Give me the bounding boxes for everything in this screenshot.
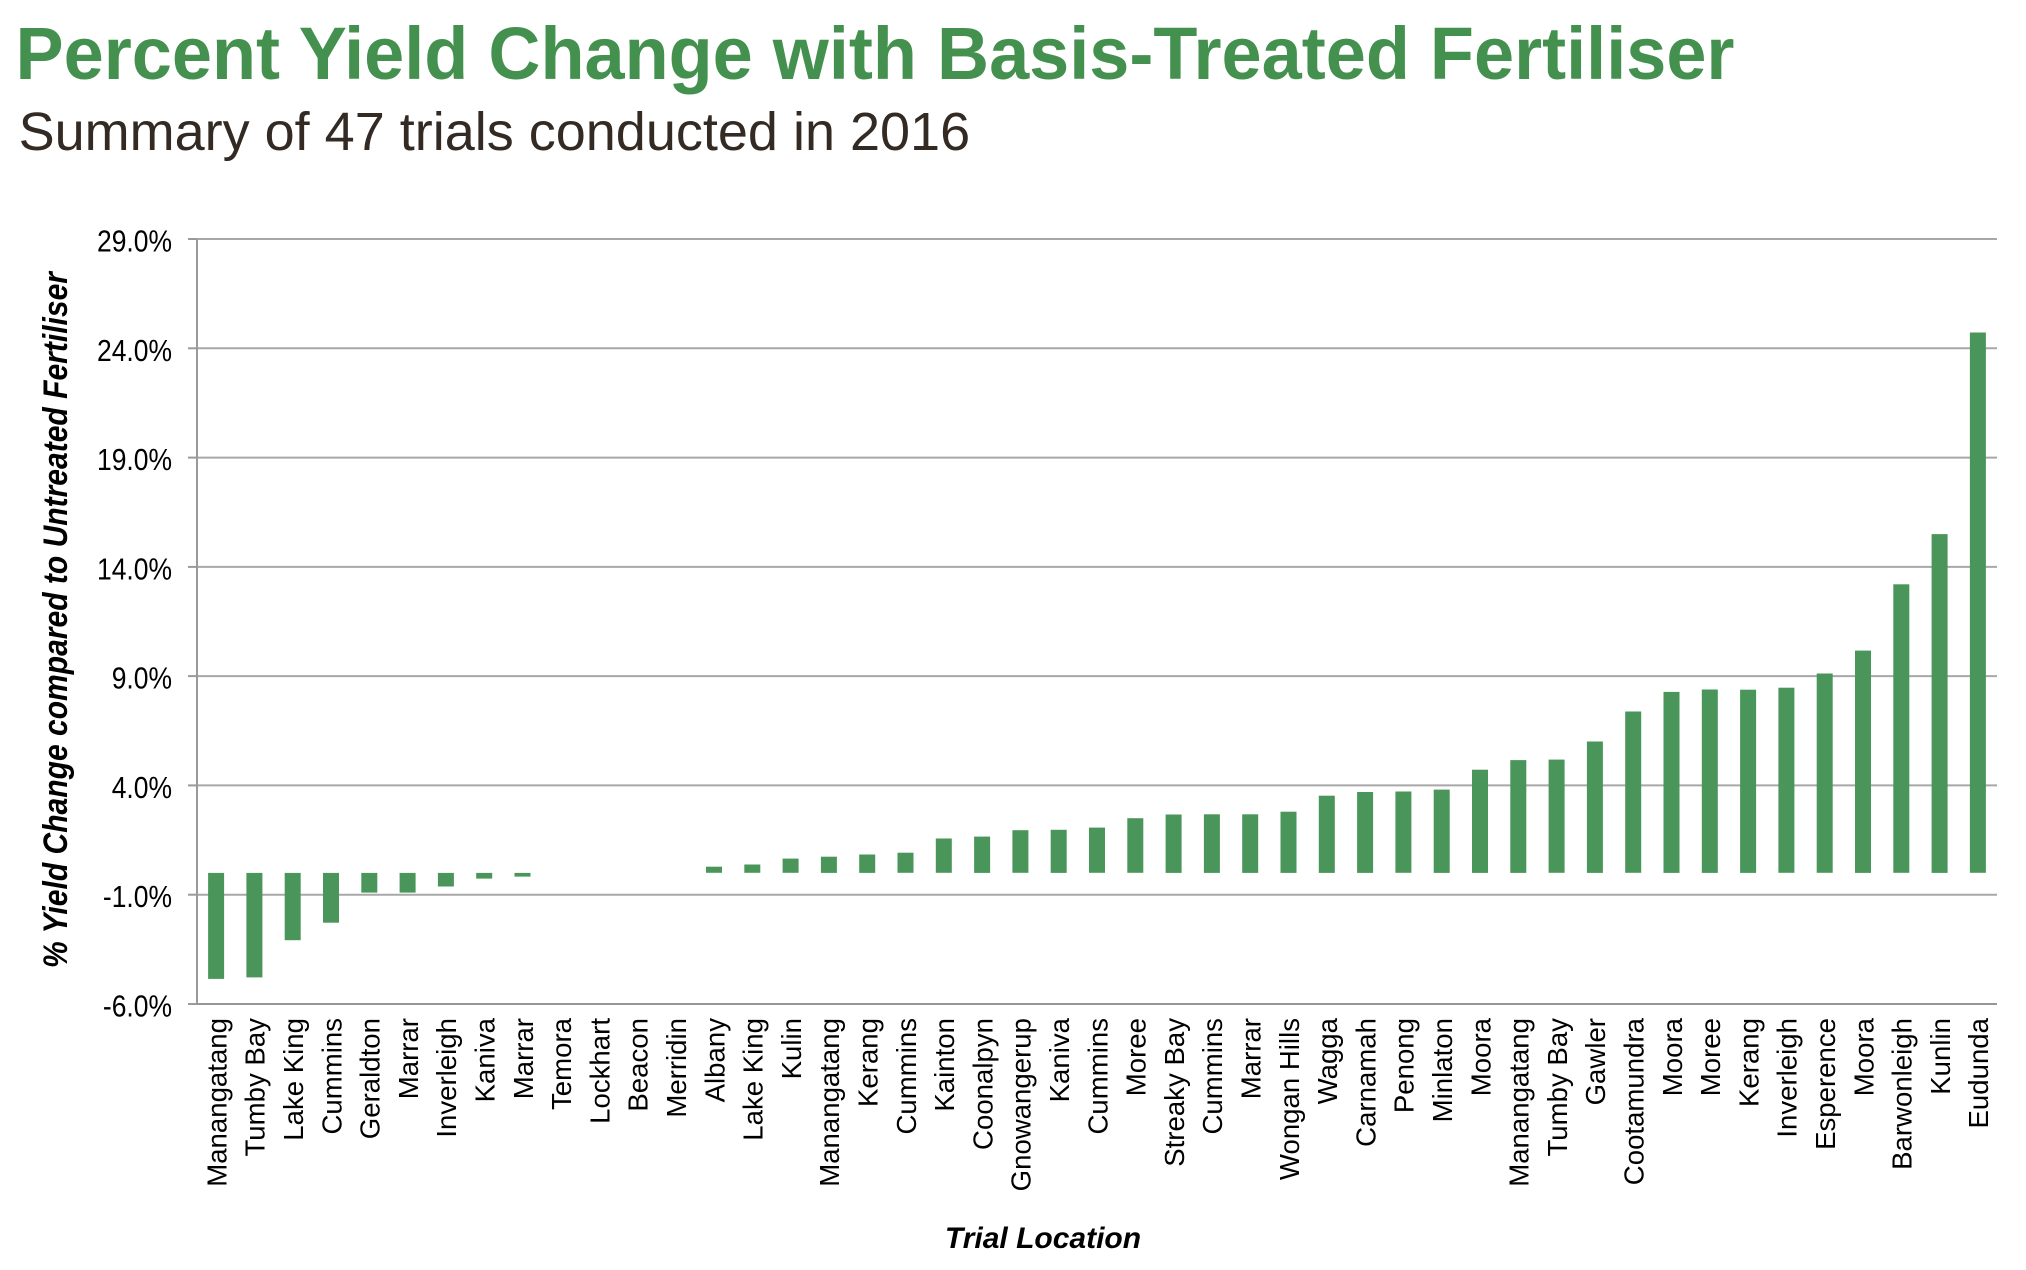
svg-text:Wagga: Wagga [1312, 1017, 1343, 1104]
svg-text:Barwonleigh: Barwonleigh [1887, 1018, 1918, 1170]
svg-text:Moora: Moora [1848, 1017, 1879, 1096]
svg-text:Manangatang: Manangatang [1504, 1018, 1535, 1187]
svg-text:-6.0%: -6.0% [103, 989, 172, 1024]
svg-text:24.0%: 24.0% [97, 333, 172, 368]
svg-text:9.0%: 9.0% [112, 661, 172, 696]
svg-text:Cummins: Cummins [1082, 1018, 1113, 1135]
svg-text:Albany: Albany [699, 1018, 730, 1103]
svg-text:Moora: Moora [1465, 1017, 1496, 1096]
svg-text:Kerang: Kerang [1733, 1018, 1764, 1107]
svg-text:Tumby Bay: Tumby Bay [240, 1018, 271, 1157]
svg-text:4.0%: 4.0% [112, 770, 172, 805]
svg-text:Lake King: Lake King [278, 1018, 309, 1141]
svg-text:Cummins: Cummins [316, 1018, 347, 1135]
svg-text:Marrar: Marrar [508, 1018, 539, 1099]
svg-text:Lockhart: Lockhart [584, 1018, 615, 1124]
svg-text:Penong: Penong [1389, 1018, 1420, 1113]
svg-text:Summary of 47 trials conducted: Summary of 47 trials conducted in 2016 [19, 102, 971, 162]
svg-text:Percent Yield Change with Basi: Percent Yield Change with Basis-Treated … [16, 12, 1735, 95]
svg-text:Kunlin: Kunlin [1925, 1018, 1956, 1095]
svg-text:Gnowangerup: Gnowangerup [1006, 1018, 1037, 1191]
svg-text:Inverleigh: Inverleigh [431, 1018, 462, 1138]
svg-text:Kaniva: Kaniva [470, 1017, 501, 1102]
svg-text:Carnamah: Carnamah [1350, 1018, 1381, 1147]
svg-text:Coonalpyn: Coonalpyn [967, 1018, 998, 1150]
svg-text:Geraldton: Geraldton [355, 1018, 386, 1139]
svg-text:Tumby Bay: Tumby Bay [1542, 1018, 1573, 1157]
svg-text:Beacon: Beacon [623, 1018, 654, 1112]
svg-text:Cummins: Cummins [891, 1018, 922, 1135]
svg-text:Marrar: Marrar [393, 1018, 424, 1099]
svg-text:Moree: Moree [1695, 1018, 1726, 1096]
svg-text:Cootamundra: Cootamundra [1619, 1017, 1650, 1185]
svg-text:-1.0%: -1.0% [103, 879, 172, 914]
svg-text:14.0%: 14.0% [97, 551, 172, 586]
svg-text:Trial Location: Trial Location [945, 1222, 1141, 1255]
svg-text:Temora: Temora [546, 1017, 577, 1110]
svg-text:Manangatang: Manangatang [814, 1018, 845, 1187]
svg-text:Cummins: Cummins [1197, 1018, 1228, 1135]
svg-text:Gawler: Gawler [1580, 1018, 1611, 1105]
svg-text:Wongan Hills: Wongan Hills [1274, 1018, 1305, 1180]
svg-text:Minlaton: Minlaton [1427, 1018, 1458, 1122]
svg-text:Eudunda: Eudunda [1963, 1017, 1994, 1128]
svg-text:Kaniva: Kaniva [1044, 1017, 1075, 1102]
svg-text:Kerang: Kerang [853, 1018, 884, 1107]
svg-text:% Yield Change compared to Unt: % Yield Change compared to Untreated Fer… [37, 270, 75, 968]
svg-text:Lake King: Lake King [738, 1018, 769, 1141]
svg-text:Streaky Bay: Streaky Bay [1159, 1018, 1190, 1167]
svg-text:Inverleigh: Inverleigh [1772, 1018, 1803, 1138]
svg-text:Kainton: Kainton [929, 1018, 960, 1112]
svg-text:Manangatang: Manangatang [201, 1018, 232, 1187]
svg-text:29.0%: 29.0% [97, 224, 172, 259]
svg-text:19.0%: 19.0% [97, 442, 172, 477]
svg-text:Marrar: Marrar [1236, 1018, 1267, 1099]
svg-text:Moree: Moree [1121, 1018, 1152, 1096]
svg-text:Esperence: Esperence [1810, 1018, 1841, 1150]
svg-text:Merridin: Merridin [661, 1018, 692, 1118]
svg-text:Kulin: Kulin [776, 1018, 807, 1079]
svg-text:Moora: Moora [1657, 1017, 1688, 1096]
